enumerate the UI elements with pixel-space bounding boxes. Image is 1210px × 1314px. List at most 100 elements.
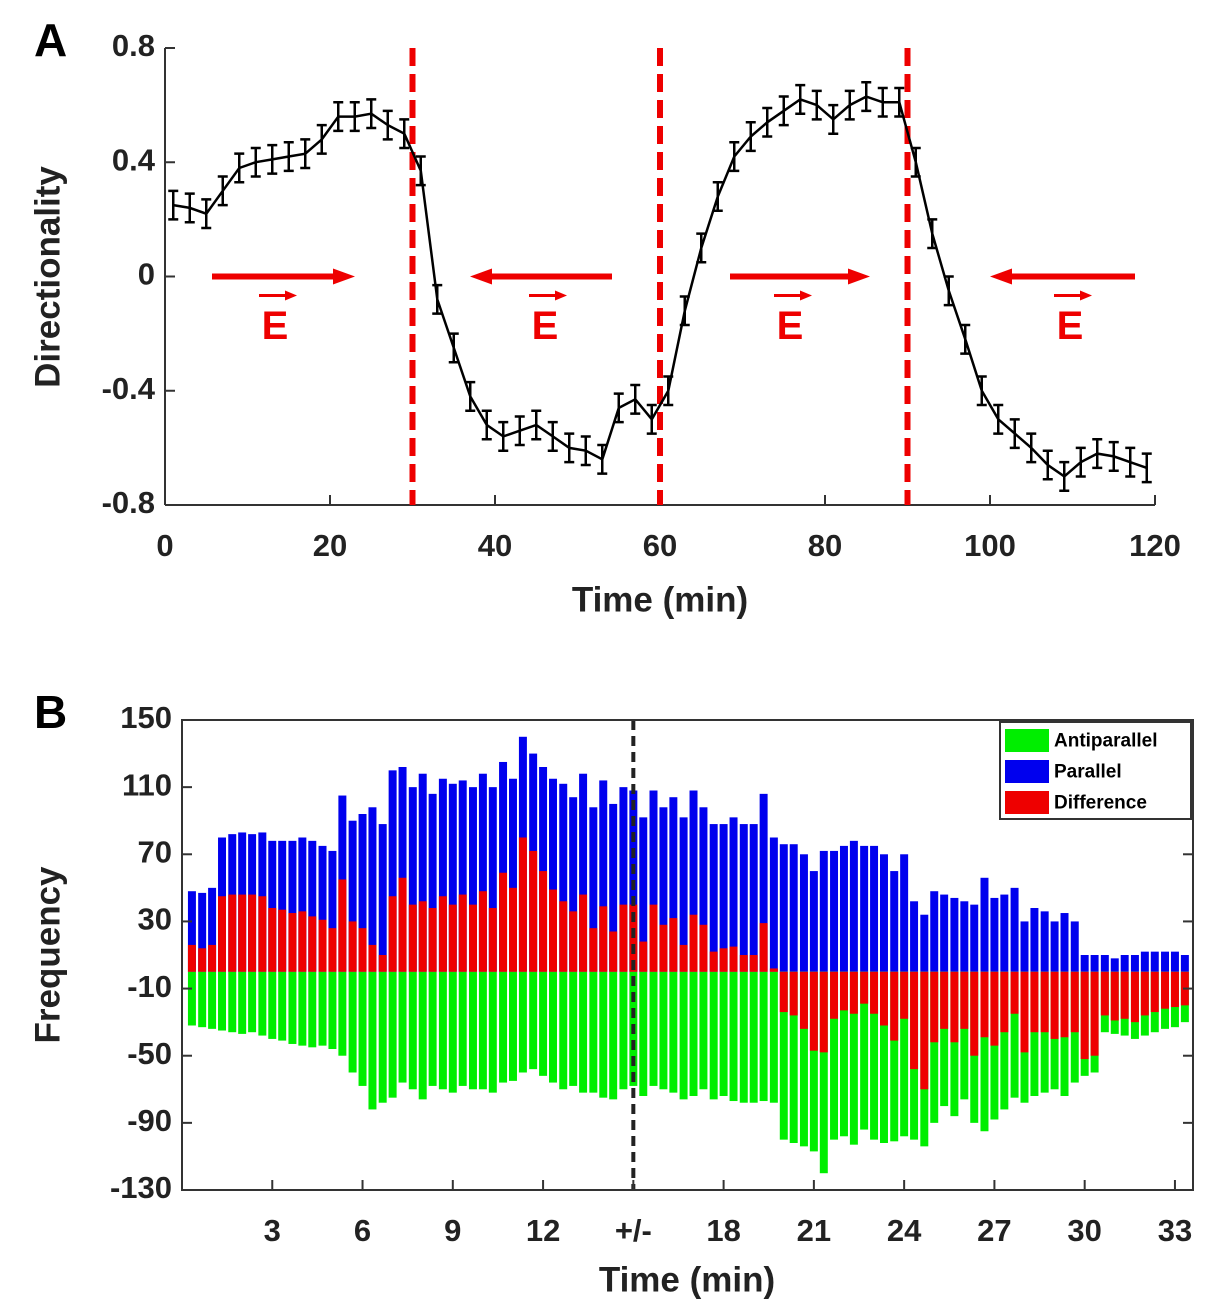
x-tick-label: 80 — [808, 528, 842, 563]
bar — [719, 948, 728, 972]
plot-frame — [181, 719, 1194, 1191]
bar — [619, 971, 628, 1090]
bar — [990, 971, 999, 1046]
error-bar — [498, 420, 509, 452]
bar — [418, 971, 427, 1100]
bar — [619, 904, 628, 972]
error-bar — [910, 146, 921, 178]
bar — [679, 944, 688, 972]
bar — [589, 928, 598, 972]
error-bar — [712, 180, 723, 213]
bar — [689, 971, 698, 1096]
error-bar — [201, 198, 212, 230]
y-axis-title: Directionality — [28, 166, 67, 388]
bar — [208, 971, 217, 1029]
bar — [930, 971, 939, 1123]
bar — [248, 894, 257, 972]
bar — [499, 971, 508, 1083]
bar — [378, 955, 387, 972]
bar — [378, 824, 387, 972]
bar — [398, 971, 407, 1083]
error-bar — [283, 141, 294, 173]
bar — [468, 904, 477, 972]
bar — [458, 780, 467, 972]
y-tick-label: -50 — [127, 1036, 172, 1071]
bar — [920, 971, 929, 1090]
bar — [769, 971, 778, 1103]
y-tick-label: -10 — [127, 969, 172, 1004]
error-bar — [811, 89, 822, 121]
bar — [428, 971, 437, 1086]
bar — [849, 971, 858, 1145]
bar — [388, 770, 397, 972]
bar — [378, 971, 387, 1103]
bar — [1180, 955, 1189, 972]
bar — [539, 871, 548, 972]
bar — [669, 797, 678, 972]
bar — [1080, 955, 1089, 972]
bar — [1161, 971, 1170, 1009]
bar — [398, 877, 407, 972]
bar — [187, 891, 196, 972]
error-bar — [729, 141, 740, 173]
error-bar — [217, 175, 228, 207]
bar — [639, 817, 648, 972]
bar — [609, 971, 618, 1100]
bar — [278, 971, 287, 1041]
bar — [559, 971, 568, 1090]
bar — [288, 971, 297, 1044]
bar — [438, 778, 447, 972]
bar — [900, 971, 909, 1019]
bar — [709, 824, 718, 972]
x-tick-label: 12 — [526, 1213, 560, 1248]
bar — [228, 894, 237, 972]
bar — [348, 820, 357, 972]
bar — [1080, 971, 1089, 1060]
bar — [980, 877, 989, 972]
error-bar — [696, 232, 707, 264]
bar — [358, 928, 367, 972]
error-bar — [1059, 460, 1070, 492]
bar — [1070, 921, 1079, 972]
vector-arrow-head — [285, 290, 297, 301]
x-axis-title: Time (min) — [572, 580, 748, 619]
bar — [749, 824, 758, 972]
bar — [839, 971, 848, 1011]
bar — [819, 850, 828, 972]
y-tick-label: -0.8 — [102, 485, 155, 520]
bar — [258, 971, 267, 1036]
bar — [950, 971, 959, 1117]
error-bar — [234, 152, 245, 184]
bar — [689, 914, 698, 972]
error-bar — [465, 380, 476, 412]
bar — [920, 914, 929, 972]
bar — [960, 971, 969, 1029]
bar — [508, 887, 517, 972]
bar — [478, 891, 487, 972]
bar — [308, 840, 317, 972]
bar — [659, 807, 668, 972]
bar — [879, 854, 888, 972]
bar — [288, 913, 297, 972]
bar — [318, 919, 327, 972]
bar — [779, 844, 788, 972]
bar — [900, 971, 909, 1137]
bar — [589, 971, 598, 1093]
bar — [1090, 971, 1099, 1056]
bar — [1090, 955, 1099, 972]
bar — [1030, 971, 1039, 1033]
x-tick-label: 60 — [643, 528, 677, 563]
bar — [468, 787, 477, 972]
error-bar — [663, 375, 674, 407]
bar — [408, 904, 417, 972]
bar — [1120, 971, 1129, 1019]
bar — [187, 971, 196, 1026]
x-tick-label: 24 — [887, 1213, 922, 1248]
bar — [1010, 887, 1019, 972]
bar — [849, 971, 858, 1014]
bar — [388, 971, 397, 1098]
bar — [789, 971, 798, 1016]
bar — [248, 971, 257, 1033]
bar — [900, 854, 909, 972]
bar — [298, 911, 307, 972]
